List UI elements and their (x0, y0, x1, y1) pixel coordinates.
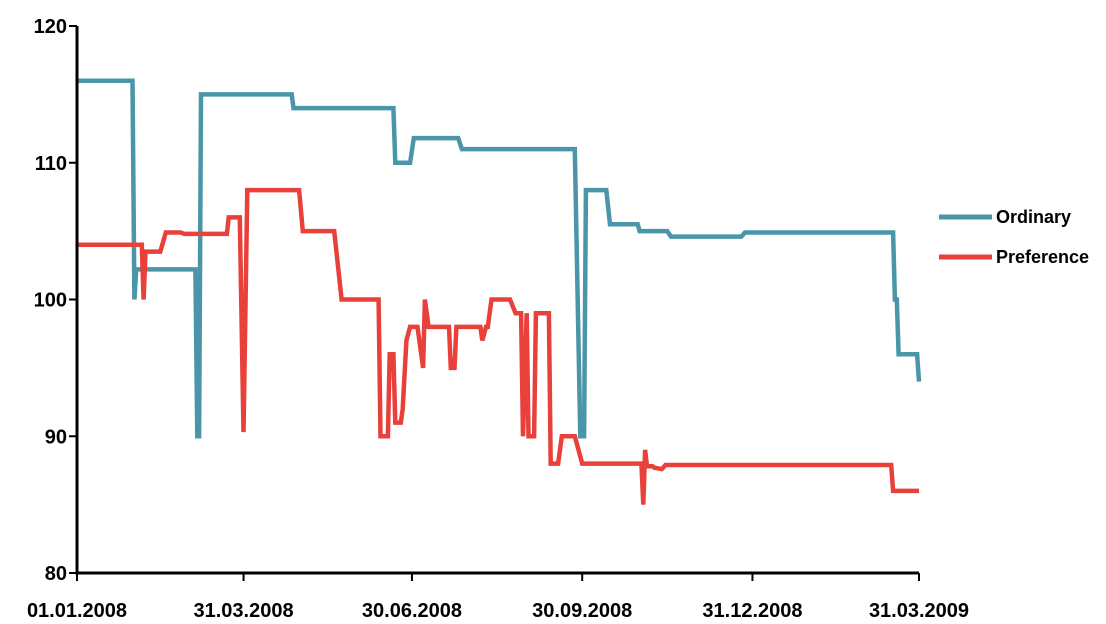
y-tick-label: 110 (35, 153, 67, 175)
x-tick-label: 31.03.2008 (193, 600, 293, 622)
x-tick-label: 31.03.2009 (869, 600, 969, 622)
x-tick-label: 30.06.2008 (362, 600, 462, 622)
x-tick-label: 01.01.2008 (27, 600, 127, 622)
x-tick-label: 30.09.2008 (532, 600, 632, 622)
y-tick-label: 80 (45, 563, 67, 585)
legend: Ordinary Preference (939, 207, 1089, 267)
series-layer (77, 78, 922, 505)
legend-label-ordinary: Ordinary (996, 207, 1071, 227)
ticks-layer: 80 90 100 110 120 01.01.2008 31.03.2008 30.06.2… (27, 16, 969, 622)
series-line-preference (77, 187, 919, 505)
legend-label-preference: Preference (996, 247, 1089, 267)
y-tick-label: 90 (45, 426, 67, 448)
x-tick-label: 31.12.2008 (702, 600, 802, 622)
series-line-ordinary (77, 78, 922, 439)
y-tick-label: 120 (34, 16, 67, 38)
y-tick-label: 100 (34, 290, 67, 312)
